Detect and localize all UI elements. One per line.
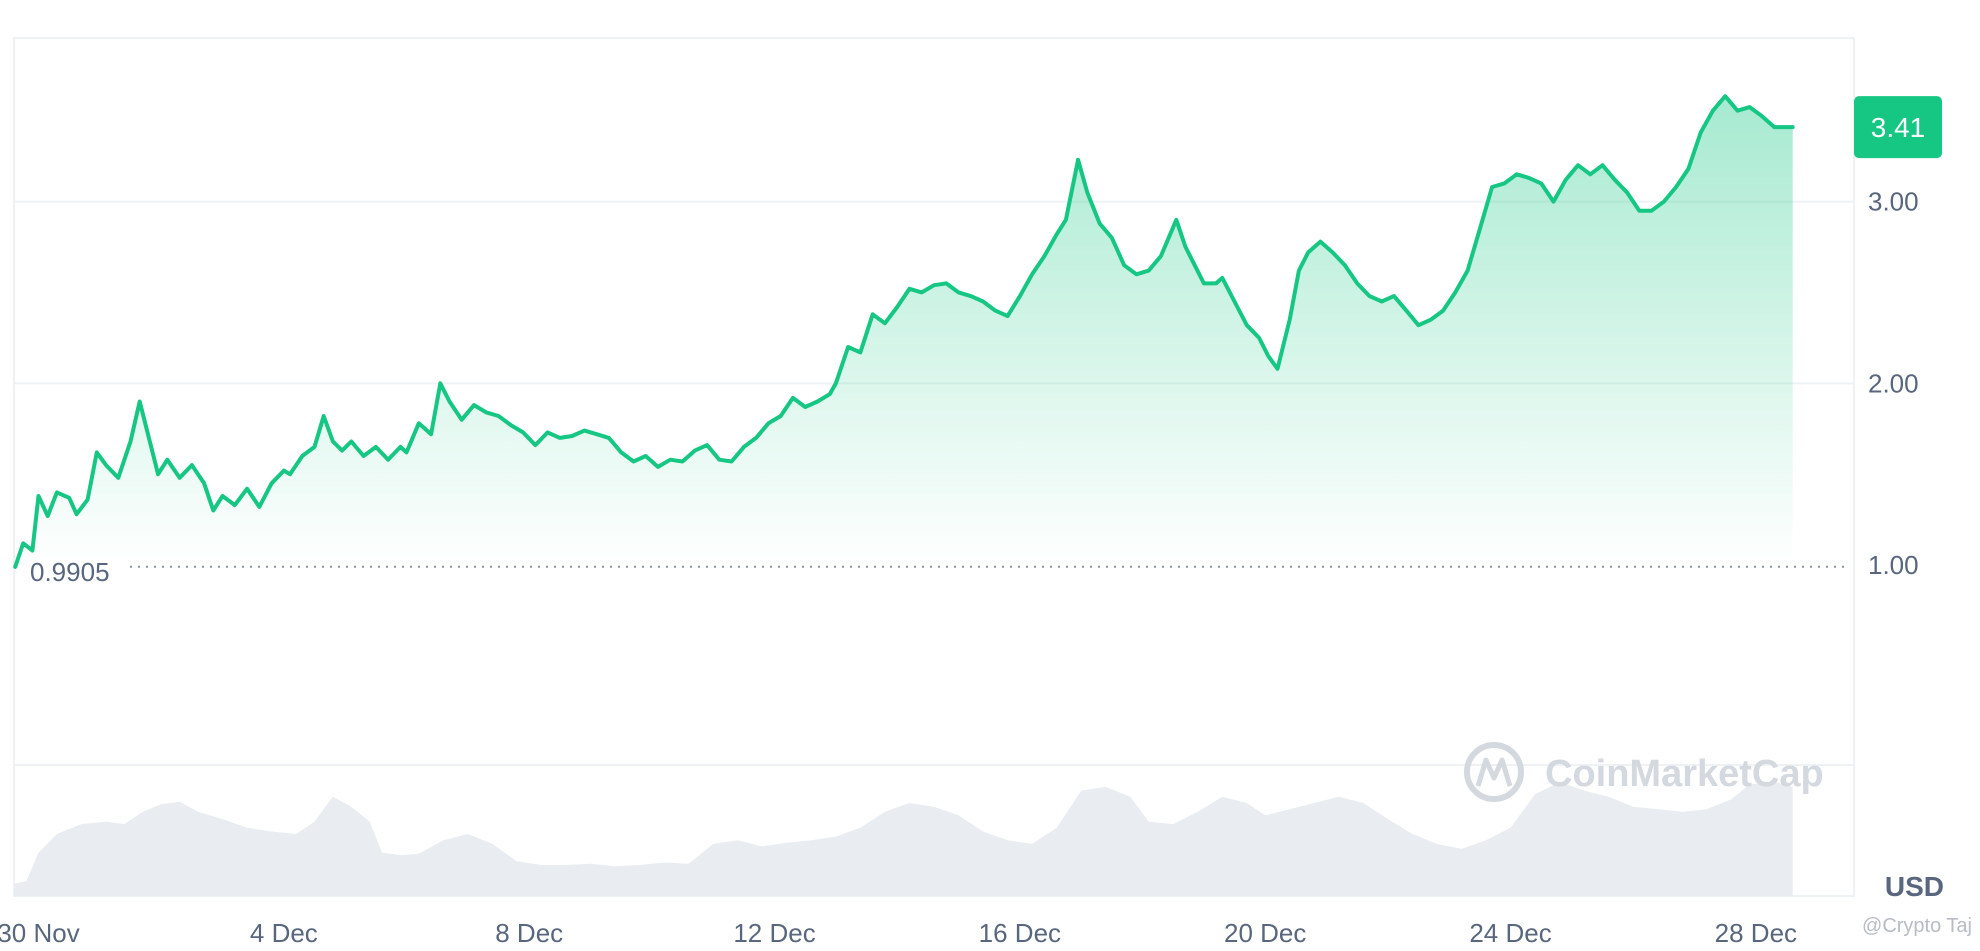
x-tick-label: 16 Dec xyxy=(979,918,1061,946)
x-tick-label: 30 Nov xyxy=(0,918,80,946)
watermark-text: CoinMarketCap xyxy=(1545,753,1824,795)
credit-text: @Crypto Taj xyxy=(1862,915,1972,937)
coinmarketcap-watermark: CoinMarketCap xyxy=(1464,742,1824,802)
price-area xyxy=(15,96,1793,567)
price-series-line xyxy=(13,94,1795,569)
x-tick-label: 12 Dec xyxy=(733,918,815,946)
volume-area xyxy=(14,781,1793,896)
current-price-badge: 3.41 xyxy=(1854,96,1942,159)
baseline-label: 0.9905 xyxy=(30,557,110,587)
price-area-fill xyxy=(15,96,1793,567)
y-tick-label: 1.00 xyxy=(1868,550,1919,580)
volume-series xyxy=(14,781,1793,896)
current-price-value: 3.41 xyxy=(1871,112,1926,143)
x-axis-ticks: 30 Nov 4 Dec 8 Dec 12 Dec 16 Dec 20 Dec 24 Dec… xyxy=(0,918,1797,948)
x-tick-label: 4 Dec xyxy=(250,918,318,946)
y-axis-ticks: 1.00 2.00 3.00 xyxy=(1868,187,1919,581)
x-tick-label: 8 Dec xyxy=(495,918,563,946)
x-tick-label: 20 Dec xyxy=(1224,918,1306,946)
currency-unit-label: USD xyxy=(1885,871,1944,902)
current-price-badge-bg xyxy=(1854,96,1942,159)
y-tick-label: 2.00 xyxy=(1868,368,1919,398)
x-tick-label: 28 Dec xyxy=(1715,918,1797,946)
price-line xyxy=(13,94,1795,569)
coinmarketcap-logo-icon xyxy=(1464,742,1524,802)
y-tick-label: 3.00 xyxy=(1868,187,1919,217)
x-tick-label: 24 Dec xyxy=(1469,918,1551,946)
